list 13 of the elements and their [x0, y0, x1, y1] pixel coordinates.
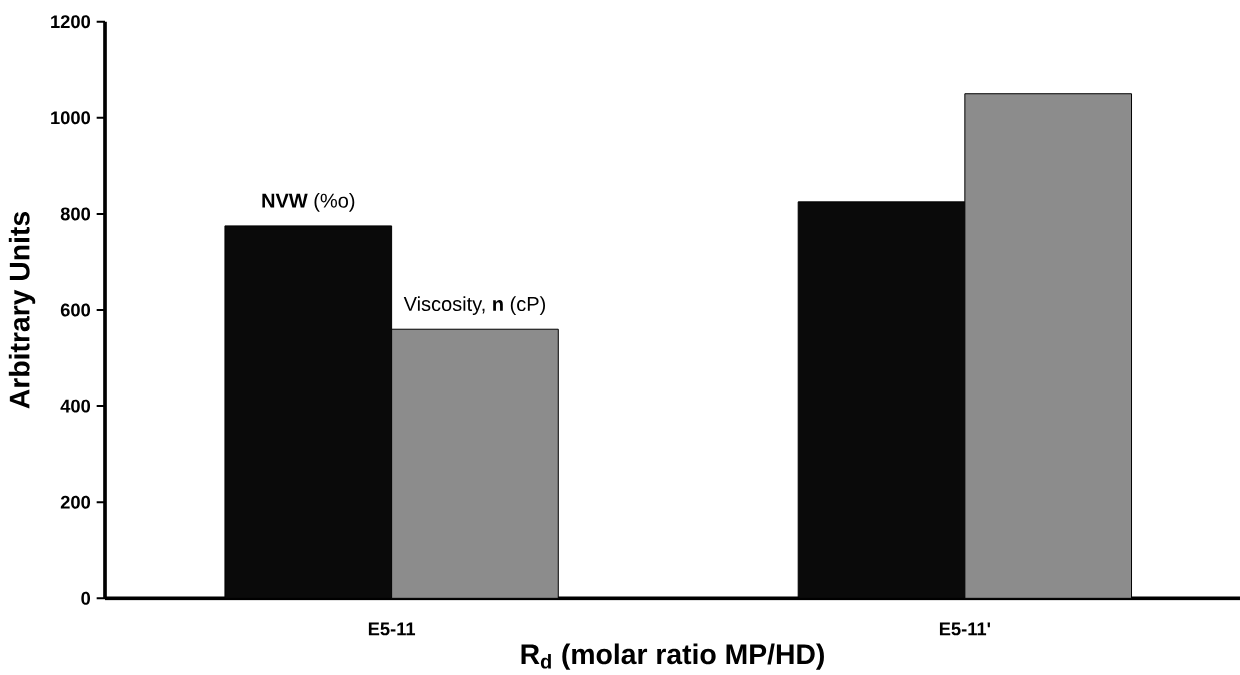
y-tick-label: 1200	[51, 15, 91, 29]
x-tick-label: E5-11	[368, 622, 416, 636]
y-tick-label: 1000	[51, 111, 91, 125]
series-label: Viscosity, n (cP)	[403, 296, 546, 315]
y-tick-label: 600	[60, 303, 91, 317]
y-tick-label: 400	[60, 399, 91, 413]
y-tick-label: 800	[60, 207, 91, 221]
series-label: NVW (%o)	[262, 193, 355, 212]
y-tick-label: 200	[60, 495, 91, 509]
x-tick-label: E5-11'	[939, 622, 991, 636]
x-axis-title: R$_{d}$ (molar ratio MP/HD)	[521, 643, 824, 670]
y-axis-title: Arbitrary Units	[8, 212, 36, 409]
y-tick-label: 0	[81, 591, 91, 605]
